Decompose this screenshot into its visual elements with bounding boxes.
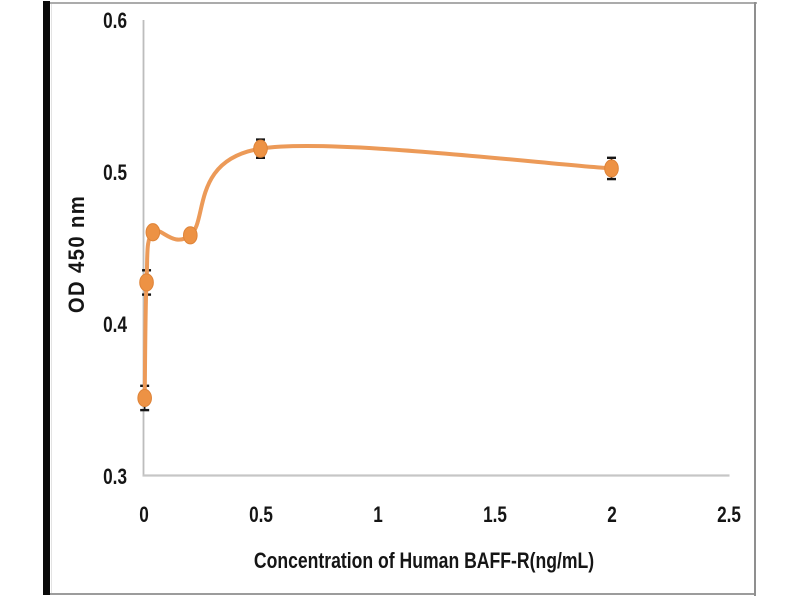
frame-inner-left-line [51,3,52,593]
data-points [137,139,619,408]
y-tick-label: 0.4 [103,312,127,337]
frame-left-black-bar [43,1,50,595]
x-tick-label: 0.5 [249,502,273,527]
data-point-marker [604,159,619,178]
frame-right-border [754,2,756,596]
x-tick-label: 2.5 [717,502,741,527]
data-point-marker [145,223,161,242]
y-tick-label: 0.5 [103,160,127,185]
y-tick-label: 0.6 [103,8,127,33]
x-tick-label: 2 [607,502,617,527]
x-tick-label: 1 [373,502,383,527]
data-point-marker [137,388,152,408]
frame-bottom-border [50,593,754,595]
x-tick-label: 1.5 [483,502,507,527]
y-tick-label: 0.3 [103,464,127,489]
x-axis-title: Concentration of Human BAFF-R(ng/mL) [253,548,595,573]
x-tick-label: 0 [139,502,149,527]
data-point-marker [253,139,268,158]
data-point-marker [183,226,198,245]
series-curve [142,144,614,400]
data-point-marker [139,273,154,292]
y-axis-title: OD 450 nm [64,194,89,314]
frame-top-border [50,2,757,4]
